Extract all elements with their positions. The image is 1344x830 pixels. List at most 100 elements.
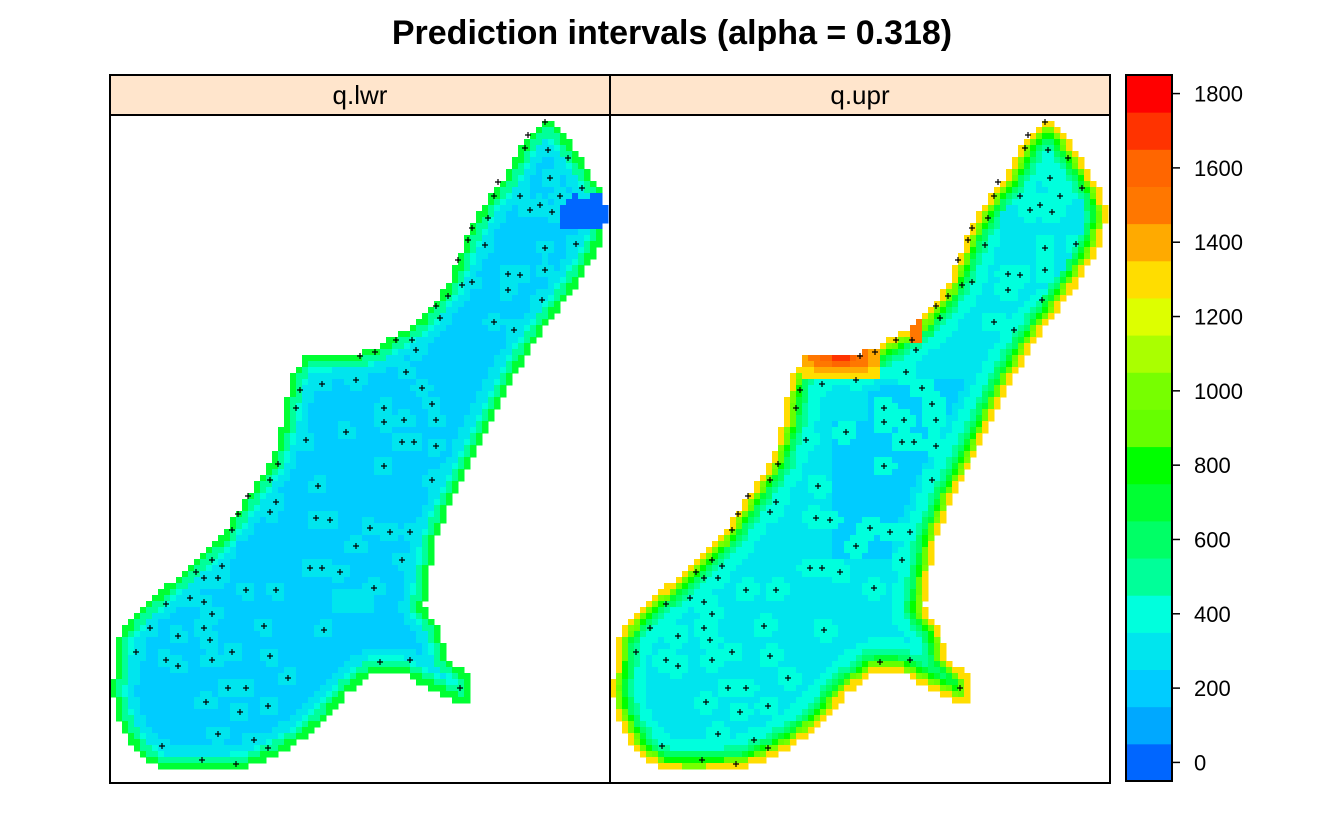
heatmap-cell bbox=[314, 721, 321, 728]
heatmap-cell bbox=[338, 661, 345, 668]
heatmap-cell bbox=[398, 559, 405, 566]
heatmap-cell bbox=[482, 421, 489, 428]
heatmap-cell bbox=[230, 565, 237, 572]
heatmap-cell bbox=[260, 481, 267, 488]
heatmap-cell bbox=[278, 445, 285, 452]
heatmap-cell bbox=[284, 685, 291, 692]
heatmap-cell bbox=[988, 331, 995, 338]
heatmap-cell bbox=[1018, 361, 1025, 368]
heatmap-cell bbox=[140, 751, 147, 758]
heatmap-cell bbox=[272, 703, 279, 710]
heatmap-cell bbox=[356, 505, 363, 512]
heatmap-cell bbox=[1060, 241, 1067, 248]
heatmap-cell bbox=[170, 727, 177, 734]
heatmap-cell bbox=[398, 331, 405, 338]
heatmap-cell bbox=[260, 739, 267, 746]
heatmap-cell bbox=[170, 697, 177, 704]
heatmap-cell bbox=[982, 313, 989, 320]
heatmap-cell bbox=[314, 415, 321, 422]
heatmap-cell bbox=[236, 685, 243, 692]
heatmap-cell bbox=[934, 367, 941, 374]
heatmap-cell bbox=[410, 517, 417, 524]
heatmap-cell bbox=[278, 613, 285, 620]
heatmap-cell bbox=[296, 517, 303, 524]
heatmap-cell bbox=[146, 649, 153, 656]
heatmap-cell bbox=[206, 571, 213, 578]
heatmap-cell bbox=[380, 379, 387, 386]
heatmap-cell bbox=[254, 691, 261, 698]
sample-point bbox=[175, 633, 181, 639]
heatmap-cell bbox=[188, 673, 195, 680]
heatmap-cell bbox=[404, 391, 411, 398]
heatmap-cell bbox=[1078, 217, 1085, 224]
heatmap-cell bbox=[1036, 229, 1043, 236]
heatmap-cell bbox=[236, 523, 243, 530]
heatmap-cell bbox=[272, 643, 279, 650]
heatmap-cell bbox=[910, 349, 917, 356]
heatmap-cell bbox=[416, 511, 423, 518]
heatmap-cell bbox=[838, 445, 845, 452]
heatmap-cell bbox=[512, 343, 519, 350]
heatmap-cell bbox=[266, 721, 273, 728]
heatmap-cell bbox=[320, 391, 327, 398]
heatmap-cell bbox=[128, 733, 135, 740]
heatmap-cell bbox=[314, 457, 321, 464]
heatmap-cell bbox=[994, 397, 1001, 404]
heatmap-cell bbox=[194, 583, 201, 590]
heatmap-cell bbox=[506, 169, 513, 176]
heatmap-cell bbox=[494, 223, 501, 230]
heatmap-cell bbox=[886, 385, 893, 392]
heatmap-cell bbox=[392, 463, 399, 470]
heatmap-cell bbox=[970, 277, 977, 284]
heatmap-cell bbox=[1054, 145, 1061, 152]
heatmap-cell bbox=[1090, 241, 1097, 248]
heatmap-cell bbox=[284, 601, 291, 608]
heatmap-cell bbox=[362, 637, 369, 644]
sample-point bbox=[321, 627, 327, 633]
heatmap-cell bbox=[548, 121, 555, 128]
heatmap-cell bbox=[320, 445, 327, 452]
heatmap-cell bbox=[850, 475, 857, 482]
heatmap-cell bbox=[838, 457, 845, 464]
heatmap-cell bbox=[182, 727, 189, 734]
heatmap-cell bbox=[344, 685, 351, 692]
heatmap-cell bbox=[590, 223, 597, 230]
heatmap-cell bbox=[772, 463, 779, 470]
heatmap-cell bbox=[272, 481, 279, 488]
heatmap-cell bbox=[266, 643, 273, 650]
heatmap-cell bbox=[422, 625, 429, 632]
heatmap-cell bbox=[1096, 217, 1103, 224]
heatmap-cell bbox=[320, 553, 327, 560]
heatmap-cell bbox=[134, 733, 141, 740]
heatmap-cell bbox=[880, 373, 887, 380]
heatmap-cell bbox=[1048, 277, 1055, 284]
heatmap-cell bbox=[356, 487, 363, 494]
heatmap-cell bbox=[464, 421, 471, 428]
heatmap-cell bbox=[572, 253, 579, 260]
heatmap-cell bbox=[200, 667, 207, 674]
heatmap-cell bbox=[422, 643, 429, 650]
heatmap-cell bbox=[170, 679, 177, 686]
heatmap-cell bbox=[362, 619, 369, 626]
heatmap-cell bbox=[176, 583, 183, 590]
heatmap-cell bbox=[1036, 223, 1043, 230]
heatmap-cell bbox=[802, 361, 809, 368]
heatmap-cell bbox=[230, 553, 237, 560]
heatmap-cell bbox=[916, 361, 923, 368]
heatmap-cell bbox=[344, 625, 351, 632]
heatmap-cell bbox=[416, 397, 423, 404]
heatmap-cell bbox=[368, 517, 375, 524]
heatmap-cell bbox=[296, 733, 303, 740]
heatmap-cell bbox=[290, 409, 297, 416]
heatmap-cell bbox=[506, 187, 513, 194]
heatmap-cell bbox=[398, 577, 405, 584]
heatmap-cell bbox=[200, 763, 207, 770]
heatmap-cell bbox=[404, 583, 411, 590]
heatmap-cell bbox=[1012, 205, 1019, 212]
heatmap-cell bbox=[530, 199, 537, 206]
heatmap-cell bbox=[1018, 247, 1025, 254]
heatmap-cell bbox=[1030, 163, 1037, 170]
heatmap-cell bbox=[272, 451, 279, 458]
heatmap-cell bbox=[332, 613, 339, 620]
heatmap-cell bbox=[356, 619, 363, 626]
